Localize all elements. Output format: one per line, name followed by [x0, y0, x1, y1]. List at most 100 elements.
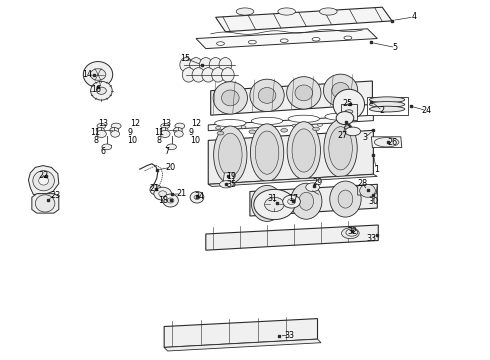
Text: 33: 33: [367, 234, 376, 243]
Polygon shape: [38, 193, 49, 194]
Text: 21: 21: [150, 184, 160, 193]
Ellipse shape: [291, 183, 322, 219]
Ellipse shape: [90, 69, 106, 80]
Polygon shape: [32, 194, 59, 213]
Ellipse shape: [154, 187, 172, 200]
Text: 30: 30: [368, 197, 378, 206]
Ellipse shape: [325, 113, 356, 120]
Ellipse shape: [241, 126, 246, 129]
Ellipse shape: [283, 195, 300, 208]
Text: 27: 27: [338, 130, 348, 139]
Ellipse shape: [160, 130, 170, 138]
Ellipse shape: [219, 58, 232, 72]
Ellipse shape: [292, 129, 316, 172]
Ellipse shape: [219, 133, 242, 176]
Ellipse shape: [306, 183, 319, 192]
Text: 17: 17: [288, 194, 298, 203]
Ellipse shape: [251, 117, 283, 125]
Ellipse shape: [190, 58, 202, 72]
Ellipse shape: [236, 8, 254, 15]
Text: 15: 15: [180, 54, 190, 63]
Ellipse shape: [258, 87, 276, 103]
Ellipse shape: [344, 36, 352, 40]
Text: 13: 13: [162, 118, 172, 127]
Ellipse shape: [35, 195, 55, 212]
Ellipse shape: [360, 184, 375, 197]
Text: 33: 33: [284, 331, 294, 340]
Text: 9: 9: [127, 128, 132, 136]
Ellipse shape: [97, 123, 106, 129]
Ellipse shape: [97, 87, 106, 94]
Ellipse shape: [318, 123, 322, 126]
Ellipse shape: [97, 130, 106, 138]
Polygon shape: [367, 97, 408, 115]
Text: 16: 16: [92, 85, 101, 94]
Polygon shape: [164, 319, 318, 347]
Polygon shape: [223, 173, 234, 184]
Text: 3: 3: [363, 133, 368, 142]
Ellipse shape: [333, 89, 365, 120]
Ellipse shape: [216, 126, 220, 129]
Ellipse shape: [110, 127, 119, 133]
Ellipse shape: [324, 120, 357, 177]
Ellipse shape: [281, 129, 288, 132]
Text: 20: 20: [166, 163, 175, 172]
Text: 23: 23: [50, 191, 60, 199]
Ellipse shape: [323, 74, 358, 107]
Ellipse shape: [278, 8, 295, 15]
Ellipse shape: [254, 189, 295, 220]
Polygon shape: [208, 115, 373, 131]
Text: 9: 9: [189, 128, 194, 136]
Text: 34: 34: [195, 192, 205, 201]
Ellipse shape: [295, 85, 313, 101]
Text: 24: 24: [421, 106, 431, 115]
Ellipse shape: [343, 123, 348, 126]
Text: 31: 31: [267, 194, 277, 203]
Ellipse shape: [369, 106, 405, 112]
Ellipse shape: [167, 198, 174, 203]
Text: 25: 25: [343, 99, 353, 108]
Polygon shape: [371, 137, 402, 148]
Ellipse shape: [248, 40, 256, 44]
Ellipse shape: [212, 68, 224, 82]
Ellipse shape: [249, 130, 256, 134]
Ellipse shape: [91, 81, 112, 100]
Polygon shape: [164, 339, 321, 351]
Ellipse shape: [175, 123, 185, 129]
Ellipse shape: [260, 194, 274, 212]
Text: 13: 13: [98, 118, 108, 127]
Ellipse shape: [342, 228, 359, 239]
Ellipse shape: [338, 190, 353, 208]
Ellipse shape: [369, 102, 405, 107]
Polygon shape: [196, 29, 377, 49]
Ellipse shape: [345, 110, 353, 113]
Ellipse shape: [217, 131, 224, 135]
Polygon shape: [208, 174, 377, 186]
Ellipse shape: [215, 120, 246, 127]
Polygon shape: [208, 130, 373, 184]
Ellipse shape: [194, 195, 200, 199]
Text: 21: 21: [176, 189, 186, 198]
Ellipse shape: [161, 123, 170, 129]
Ellipse shape: [174, 131, 183, 137]
Text: 8: 8: [157, 136, 162, 145]
Text: 22: 22: [38, 171, 48, 180]
Ellipse shape: [199, 58, 212, 72]
Ellipse shape: [346, 229, 358, 236]
Ellipse shape: [319, 8, 337, 15]
Polygon shape: [211, 81, 372, 115]
Ellipse shape: [180, 58, 193, 72]
Ellipse shape: [150, 185, 162, 195]
Ellipse shape: [221, 90, 239, 106]
Ellipse shape: [202, 68, 215, 82]
Ellipse shape: [209, 58, 222, 72]
Ellipse shape: [111, 131, 120, 137]
Text: 7: 7: [164, 147, 169, 156]
Ellipse shape: [83, 62, 113, 87]
Ellipse shape: [111, 123, 121, 129]
Ellipse shape: [160, 127, 168, 133]
Polygon shape: [250, 184, 377, 216]
Text: 10: 10: [127, 136, 137, 145]
Ellipse shape: [182, 68, 195, 82]
Ellipse shape: [344, 126, 351, 129]
